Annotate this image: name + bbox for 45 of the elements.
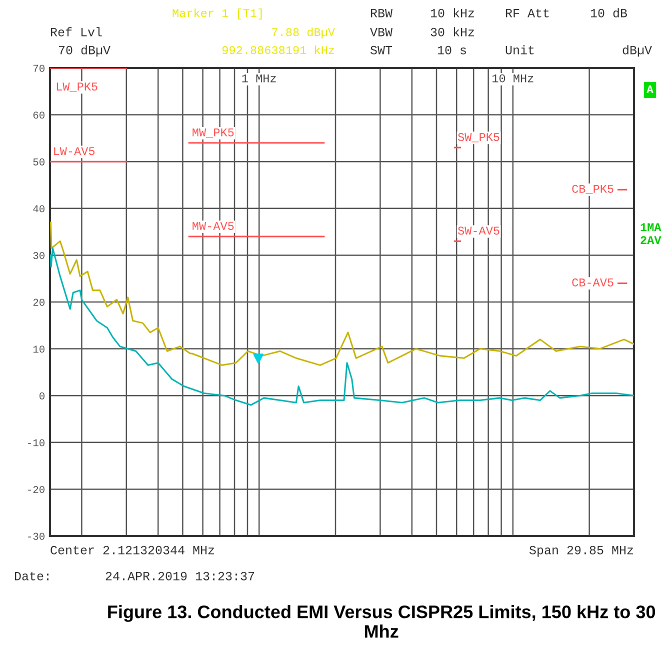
x-tick-label: 1 MHz — [242, 74, 276, 82]
y-tick-label: 70 — [33, 64, 44, 72]
text: 992.88638191 kHz — [222, 46, 334, 54]
text: 7.88 dBµV — [272, 28, 335, 38]
series-label: CB_PK5 — [572, 184, 614, 194]
text: 24.APR.2019 — [106, 572, 187, 580]
text: 13:23:37 — [196, 572, 254, 580]
text: 2AV — [640, 236, 662, 244]
series-label: MW_PK5 — [192, 128, 234, 138]
y-tick-label: 20 — [33, 298, 44, 306]
text: 10 dB — [590, 8, 628, 18]
text: 30 kHz — [430, 27, 474, 36]
text: dBµV — [622, 45, 652, 57]
text: Date: — [14, 572, 48, 580]
text: RBW — [370, 9, 392, 18]
text: Center 2.121320344 MHz — [50, 546, 214, 554]
y-tick-label: 60 — [33, 112, 44, 119]
text: Marker 1 [T1] — [172, 8, 262, 20]
y-tick-label: 50 — [33, 158, 44, 166]
series-label: MW-AV5 — [192, 222, 234, 230]
y-tick-label: 10 — [33, 346, 44, 353]
text: 10 s — [438, 46, 466, 54]
text: VBW — [370, 28, 392, 36]
series-label: LW_PK5 — [56, 82, 98, 92]
y-tick-label: 0 — [40, 392, 44, 400]
text: Span 29.85 MHz — [529, 546, 634, 557]
series-label: CB-AV5 — [572, 278, 614, 286]
text: A — [646, 86, 654, 93]
text: SWT — [370, 46, 392, 54]
y-tick-label: 40 — [33, 205, 44, 212]
text: Ref Lvl — [50, 27, 102, 36]
x-tick-label: 10 MHz — [492, 74, 534, 82]
text: Unit — [506, 45, 534, 54]
y-tick-label: 30 — [33, 252, 44, 260]
text: 70 dBµV — [58, 45, 110, 57]
text: RF Att — [506, 8, 549, 18]
y-tick-label: -30 — [28, 532, 44, 540]
y-tick-label: -10 — [28, 439, 44, 446]
text: Figure 13. Conducted EMI Versus CISPR25 Limits, 150 kHz to 30 Mhz — [108, 605, 656, 638]
series-label: SW-AV5 — [458, 226, 500, 235]
series-label: SW_PK5 — [458, 133, 500, 142]
text: 10 kHz — [430, 8, 474, 18]
series-label: LW-AV5 — [54, 147, 95, 156]
text: 1MA — [640, 223, 662, 232]
y-tick-label: -20 — [28, 486, 44, 494]
